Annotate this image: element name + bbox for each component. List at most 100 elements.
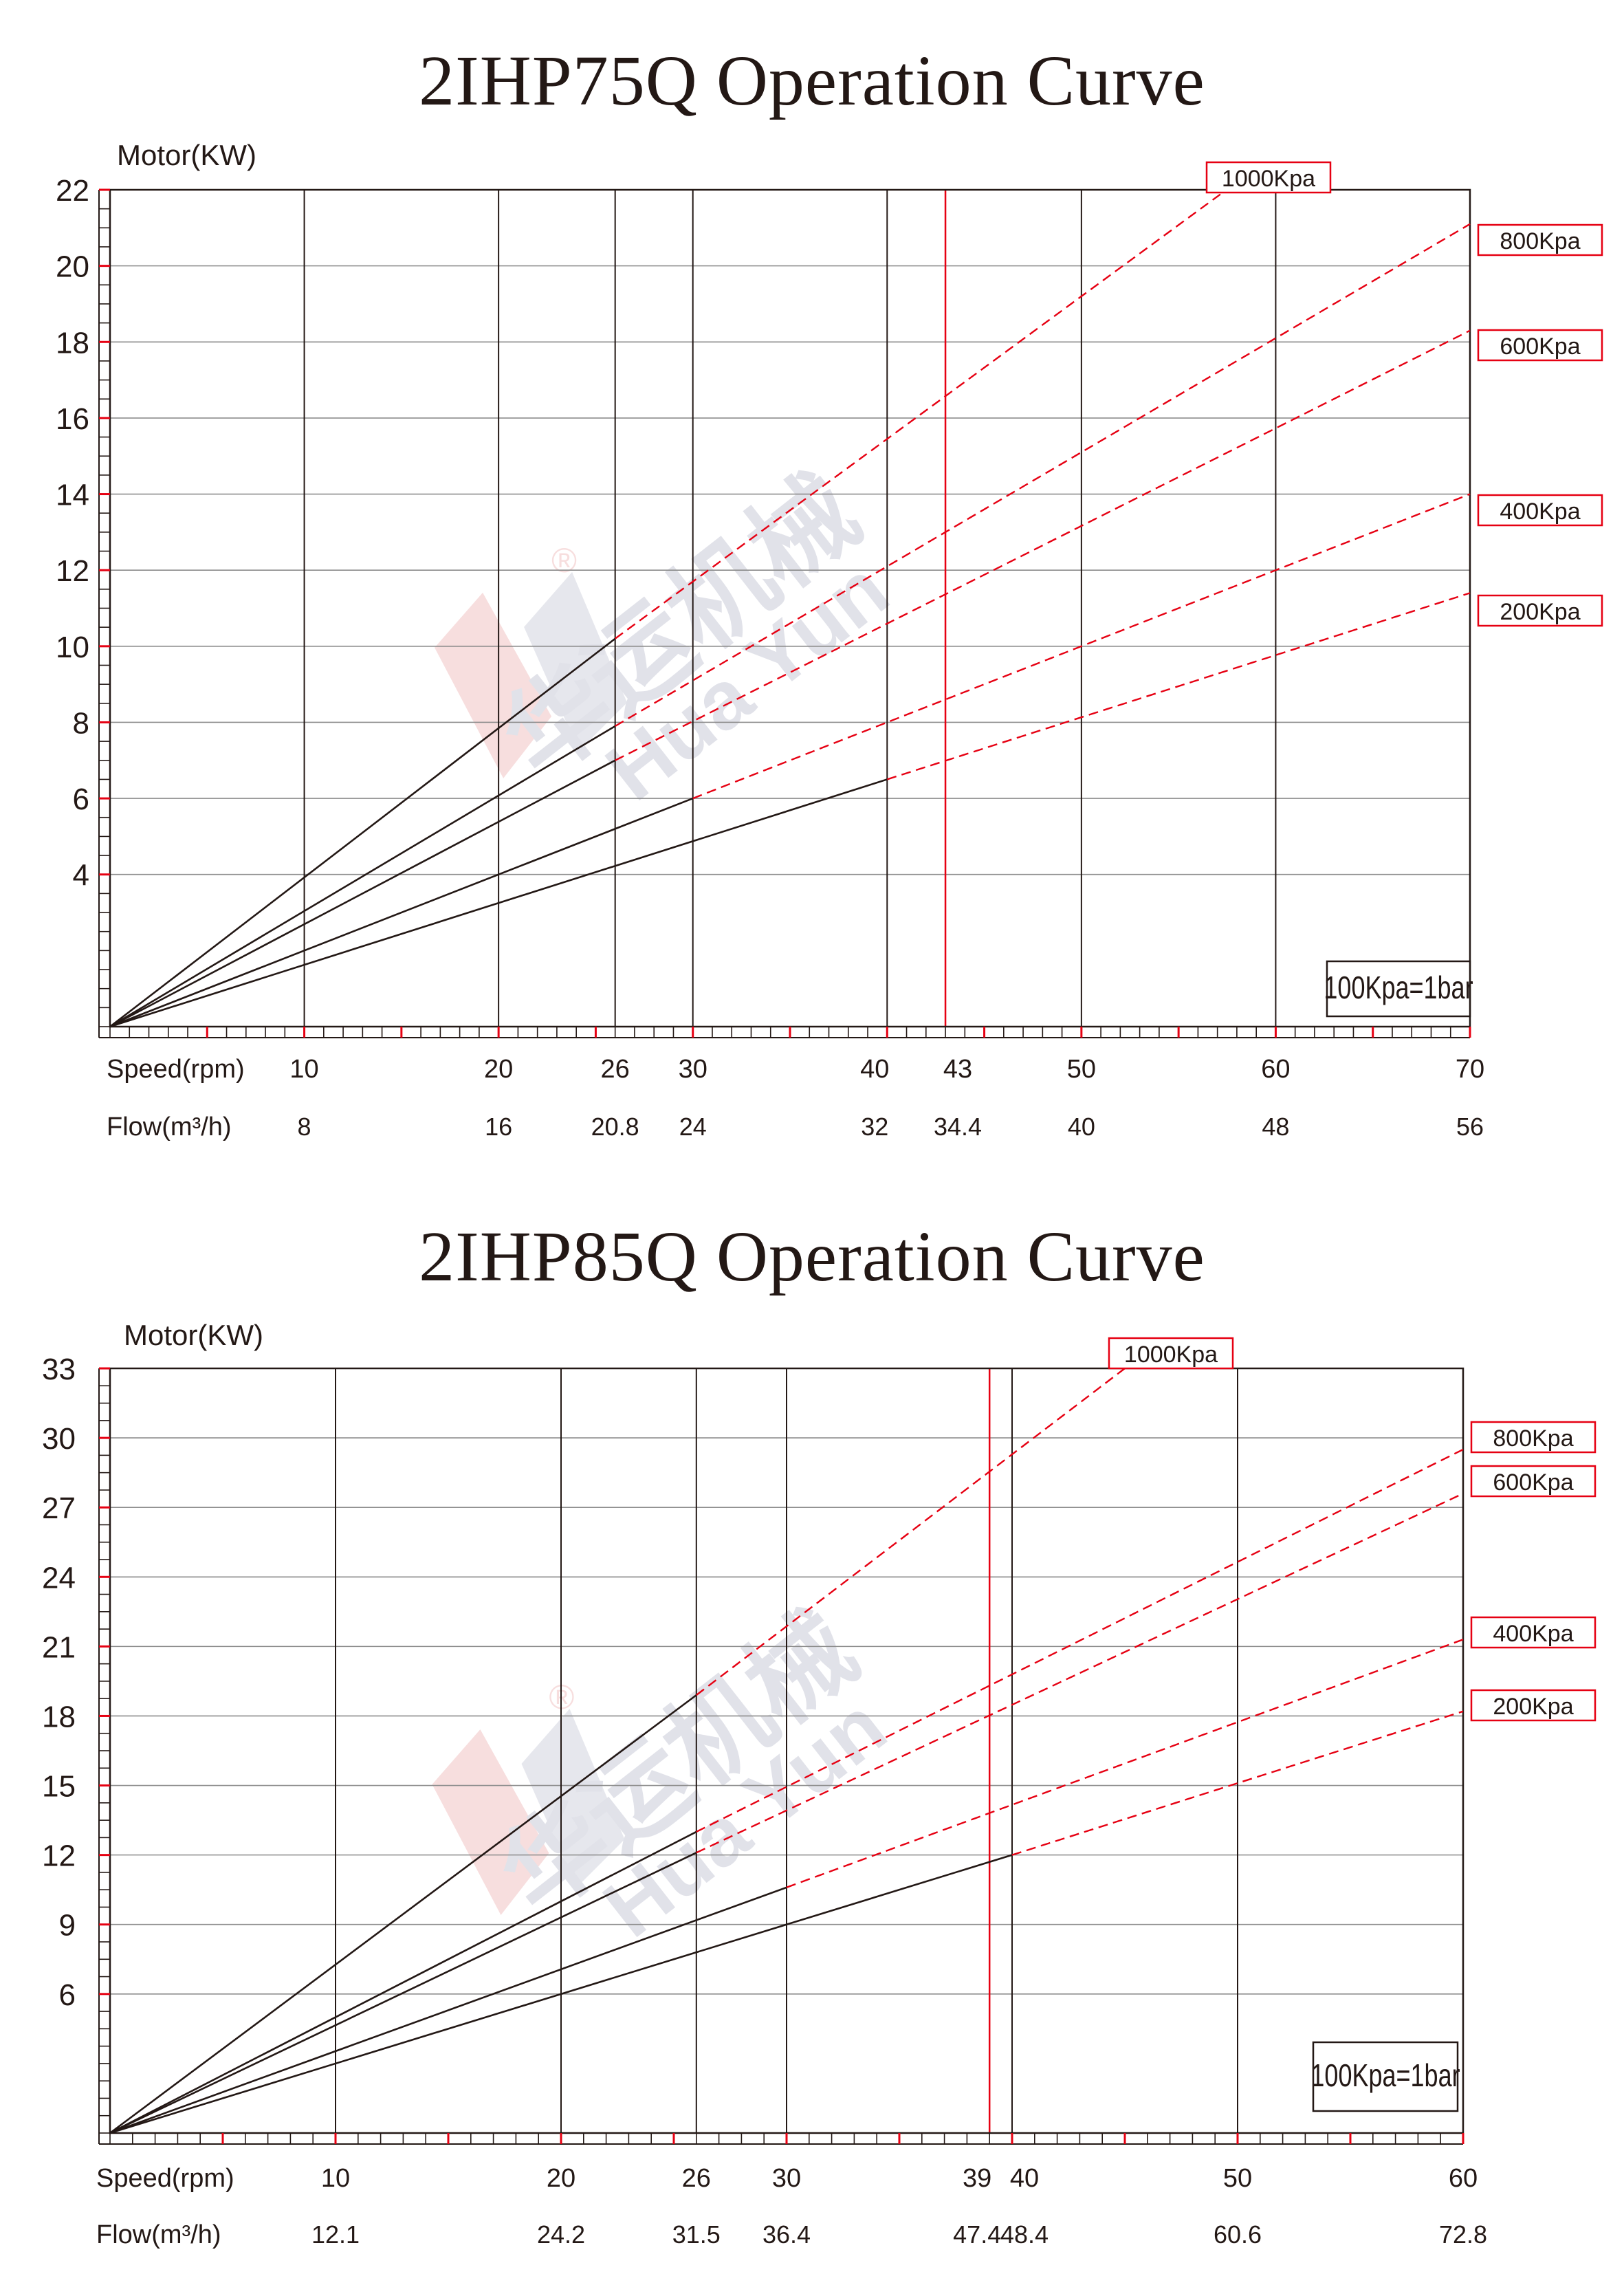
pressure-tag-1000kpa: 1000Kpa [1205,161,1332,194]
series-group [109,181,1471,1028]
y-tick-label: 6 [59,1978,76,2012]
speed-tick-label: 40 [1010,2164,1039,2193]
chart-title-2ihp85q: 2IHP85Q Operation Curve [419,1217,1205,1296]
registered-mark: ® [551,541,577,580]
speed-tick-label: 10 [289,1055,318,1084]
unit-note: 100Kpa=1bar [1324,960,1473,1018]
pressure-tag-box [1477,223,1603,256]
y-tick-label: 30 [42,1422,76,1456]
y-tick-label: 16 [56,402,89,436]
speed-tick-label: 70 [1456,1055,1484,1084]
unit-note: 100Kpa=1bar [1310,2041,1460,2112]
pressure-tag-box [1470,1421,1596,1454]
flow-tick-label: 48.4 [1000,2220,1049,2249]
series-line-dashed-1000kpa [614,181,1238,639]
series-line-dashed-800kpa [615,223,1471,728]
pressure-tag-800kpa: 800Kpa [1477,223,1603,256]
pressure-tag-label: 200Kpa [1493,1694,1573,1720]
series-line-dashed-600kpa [615,329,1471,761]
y-tick-label: 27 [42,1491,76,1525]
pressure-tag-label: 600Kpa [1493,1469,1573,1496]
speed-tick-label: 30 [679,1055,707,1084]
speed-tick-labels: 10 20 26 30 39 40 50 60 [321,2164,1478,2193]
series-line-solid-400kpa [109,797,694,1028]
y-tick-label: 10 [56,631,89,664]
huayun-logo-mark [432,1729,549,1915]
unit-note-box [1312,2041,1459,2112]
y-tick-label: 20 [56,250,89,284]
speed-tick-label: 50 [1223,2164,1252,2193]
series-line-dashed-600kpa [696,1492,1464,1854]
unit-note-text: 100Kpa=1bar [1324,970,1473,1005]
y-tick-label: 12 [42,1839,76,1873]
y-tick-label: 18 [42,1700,76,1734]
huayun-logo-mark-2 [521,1708,625,1888]
y-tick-label: 15 [42,1770,76,1804]
pressure-tag-200kpa: 200Kpa [1470,1689,1596,1722]
flow-tick-label: 8 [298,1113,311,1141]
flow-tick-label: 48 [1262,1113,1289,1141]
y-tick-label: 8 [73,706,89,740]
pressure-tag-1000kpa: 1000Kpa [1108,1337,1234,1370]
unit-note-box [1326,960,1471,1018]
pressure-tag-label: 800Kpa [1493,1425,1573,1452]
pressure-tag-label: 400Kpa [1500,499,1580,525]
flow-tick-label: 34.4 [934,1113,982,1141]
y-tick-label: 21 [42,1630,76,1664]
y-tick-label: 33 [42,1353,76,1386]
speed-tick-label: 30 [772,2164,801,2193]
speed-tick-label: 43 [943,1055,972,1084]
speed-tick-label: 26 [682,2164,711,2193]
pressure-tag-box [1470,1689,1596,1722]
series-line-dashed-800kpa [696,1448,1464,1833]
pressure-tag-label: 800Kpa [1500,228,1580,254]
pressure-tag-600kpa: 600Kpa [1470,1465,1596,1498]
pressure-tag-400kpa: 400Kpa [1470,1616,1596,1649]
flow-tick-label: 47.4 [953,2220,1001,2249]
series-line-solid-200kpa [109,778,888,1028]
flow-tick-label: 40 [1068,1113,1095,1141]
flow-tick-label: 56 [1456,1113,1484,1141]
flow-tick-label: 31.5 [672,2220,721,2249]
y-ruler [98,188,110,1038]
speed-tick-label: 40 [860,1055,889,1084]
flow-row-label: Flow(m³/h) [107,1113,232,1141]
series-line-solid-600kpa [109,1852,697,2134]
y-ruler [98,1367,110,2144]
y-tick-label: 14 [56,479,89,512]
speed-row-label: Speed(rpm) [96,2164,234,2193]
speed-tick-label: 10 [321,2164,350,2193]
speed-tick-label: 60 [1261,1055,1290,1084]
y-axis-label: Motor(KW) [124,1319,263,1351]
speed-tick-label: 20 [484,1055,513,1084]
series-line-solid-600kpa [109,759,616,1028]
y-tick-labels: 4 6 8 10 12 14 16 18 20 22 [56,174,89,893]
speed-tick-label: 60 [1449,2164,1478,2193]
y-tick-label: 9 [59,1909,76,1943]
pressure-tag-800kpa: 800Kpa [1470,1421,1596,1454]
pressure-tag-box [1108,1337,1234,1370]
series-group [109,1368,1464,2134]
pressure-tag-label: 200Kpa [1500,599,1580,625]
series-line-solid-400kpa [109,1886,787,2134]
huayun-logo-mark-2 [524,571,628,751]
flow-row-label: Flow(m³/h) [96,2220,221,2249]
series-line-dashed-200kpa [1011,1710,1464,1856]
flow-tick-label: 72.8 [1439,2220,1487,2249]
huayun-logo-mark [435,592,552,778]
pressure-tag-label: 1000Kpa [1222,166,1315,192]
y-tick-labels: 6 9 12 15 18 21 24 27 30 33 [42,1353,76,2012]
speed-tick-label: 50 [1067,1055,1096,1084]
flow-tick-label: 12.1 [311,2220,360,2249]
pressure-tag-box [1470,1616,1596,1649]
flow-tick-label: 24 [679,1113,707,1141]
x-ruler [99,2133,1464,2145]
speed-tick-label: 20 [547,2164,575,2193]
pressure-tag-label: 400Kpa [1493,1621,1573,1647]
pressure-tag-box [1477,329,1603,362]
flow-tick-label: 16 [485,1113,512,1141]
